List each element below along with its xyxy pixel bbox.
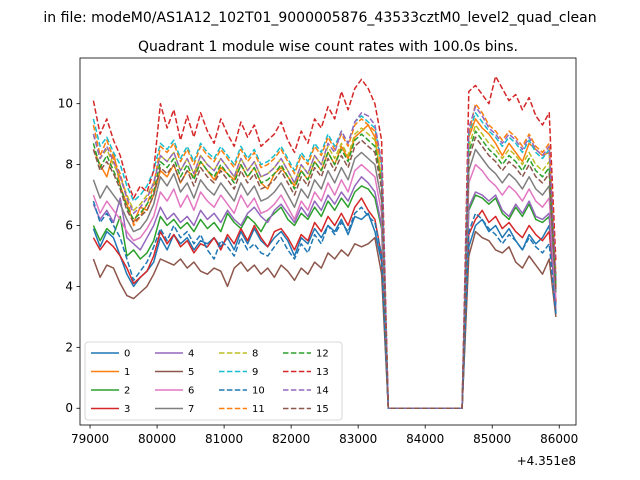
legend-label: 11: [252, 404, 265, 415]
y-tick-label: 6: [65, 219, 73, 233]
legend-label: 13: [316, 367, 329, 378]
x-tick-label: 82000: [272, 432, 310, 446]
series-line-11: [92, 102, 557, 409]
legend-label: 3: [124, 404, 130, 415]
series-line-3: [92, 197, 557, 409]
legend-label: 8: [252, 349, 258, 360]
x-tick-label: 83000: [339, 432, 377, 446]
legend-label: 7: [188, 404, 194, 415]
y-tick-label: 2: [65, 340, 73, 354]
legend-label: 0: [124, 349, 130, 360]
x-tick-label: 79000: [71, 432, 109, 446]
x-tick-label: 81000: [205, 432, 243, 446]
legend-frame: [84, 341, 343, 421]
series-line-15: [92, 136, 557, 409]
series-line-9: [92, 112, 557, 409]
legend-label: 9: [252, 367, 258, 378]
series-line-13: [92, 75, 557, 409]
x-tick-label: 84000: [406, 432, 444, 446]
series-line-7: [92, 148, 557, 409]
series-line-10: [92, 200, 557, 409]
x-tick-label: 80000: [138, 432, 176, 446]
x-tick-label: 86000: [540, 432, 578, 446]
series-line-12: [92, 130, 557, 409]
y-tick-label: 4: [65, 279, 73, 293]
legend-label: 14: [316, 386, 329, 397]
plot-frame: [79, 57, 577, 426]
series-line-2: [92, 185, 557, 409]
legend-label: 4: [188, 349, 194, 360]
series-line-5: [92, 230, 557, 409]
chart-title: Quadrant 1 module wise count rates with …: [138, 39, 518, 55]
axes: 79000 80000 81000 82000 83000 84000 85000 86000…: [58, 57, 578, 446]
y-tick-label: 0: [65, 401, 73, 415]
plot-area: [92, 75, 557, 409]
figure-suptitle: in file: modeM0/AS1A12_102T01_9000005876…: [43, 10, 596, 26]
series-line-6: [92, 163, 557, 409]
legend-label: 6: [188, 386, 194, 397]
legend-label: 12: [316, 349, 329, 360]
series-line-14: [92, 105, 557, 409]
y-tick-label: 8: [65, 158, 73, 172]
series-line-4: [92, 176, 557, 409]
legend-label: 15: [316, 404, 329, 415]
x-offset-label: +4.351e8: [517, 454, 576, 468]
legend-label: 10: [252, 386, 265, 397]
series-line-8: [92, 124, 557, 409]
series-line-0: [92, 212, 557, 409]
y-tick-label: 10: [58, 97, 73, 111]
legend-label: 2: [124, 386, 130, 397]
legend-label: 1: [124, 367, 130, 378]
legend-label: 5: [188, 367, 194, 378]
x-tick-label: 85000: [473, 432, 511, 446]
